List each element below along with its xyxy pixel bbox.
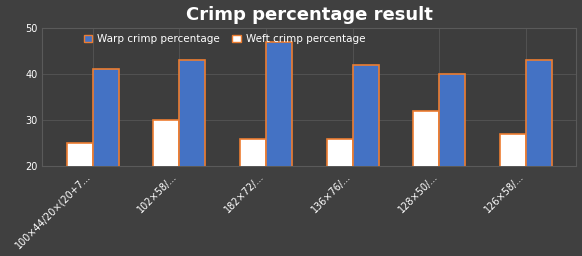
Bar bbox=[500, 134, 526, 256]
Bar bbox=[179, 60, 205, 256]
Bar bbox=[526, 60, 552, 256]
Bar bbox=[66, 143, 93, 256]
Bar bbox=[240, 139, 266, 256]
Title: Crimp percentage result: Crimp percentage result bbox=[186, 6, 433, 24]
Legend: Warp crimp percentage, Weft crimp percentage: Warp crimp percentage, Weft crimp percen… bbox=[80, 30, 370, 49]
Bar bbox=[93, 69, 119, 256]
Bar bbox=[353, 65, 379, 256]
Bar bbox=[439, 74, 466, 256]
Bar bbox=[413, 111, 439, 256]
Bar bbox=[153, 120, 179, 256]
Bar bbox=[327, 139, 353, 256]
Bar bbox=[266, 42, 292, 256]
